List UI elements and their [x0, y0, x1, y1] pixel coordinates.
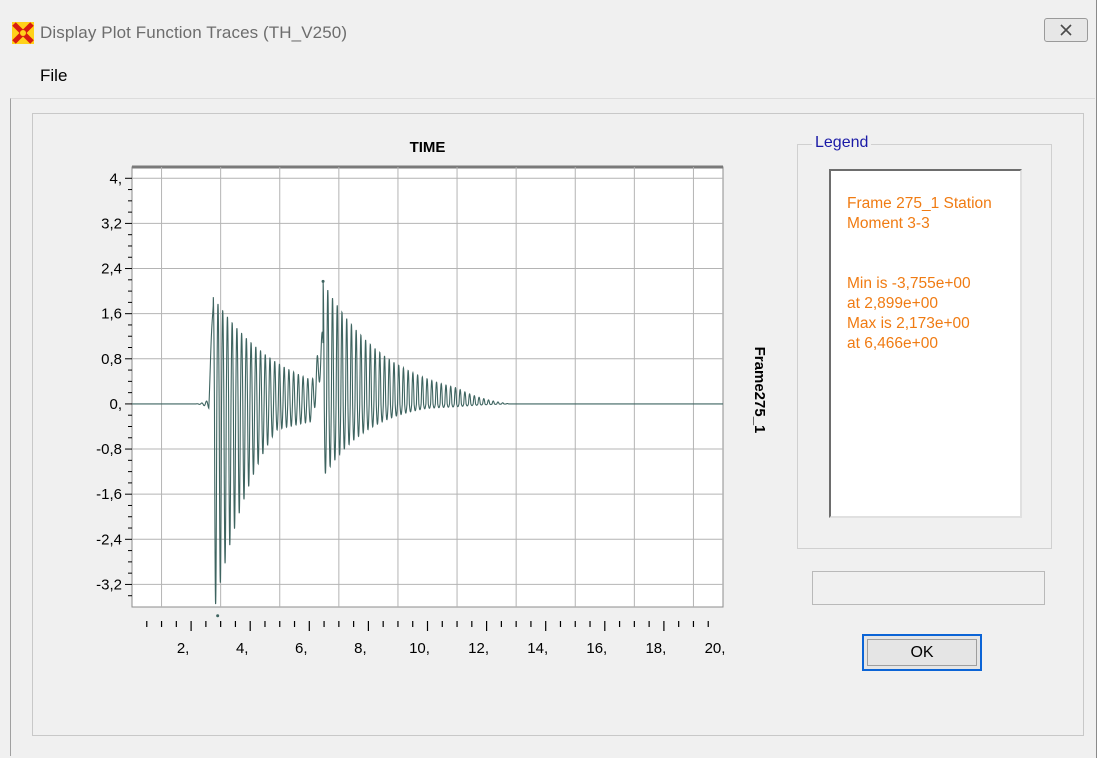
y-tick-label: 2,4 — [101, 261, 122, 278]
x-tick-label: 16, — [586, 640, 607, 657]
x-tick-label: 20, — [705, 640, 726, 657]
x-tick-label: 6, — [295, 640, 308, 657]
y-tick-label: 1,6 — [101, 306, 122, 323]
max-point — [321, 279, 325, 283]
y-axis-label: Frame275_1 — [751, 347, 768, 434]
menu-bar — [0, 58, 1096, 98]
y-tick-label: 0, — [109, 396, 122, 413]
legend-line-frame: Frame 275_1 Station — [847, 195, 992, 212]
x-tick-label: 8, — [354, 640, 367, 657]
chart-title: TIME — [410, 139, 446, 156]
min-point — [216, 614, 220, 618]
series-trace-line — [132, 282, 723, 605]
legend-line-max-at: at 6,466e+00 — [847, 335, 938, 352]
ok-button-label: OK — [910, 643, 934, 661]
x-tick-label: 2, — [177, 640, 190, 657]
y-tick-label: 0,8 — [101, 351, 122, 368]
x-tick-label: 12, — [468, 640, 489, 657]
y-tick-label: -3,2 — [96, 576, 122, 593]
legend-line-max: Max is 2,173e+00 — [847, 315, 970, 332]
y-tick-label: -1,6 — [96, 486, 122, 503]
legend-caption: Legend — [812, 134, 872, 152]
title-bar[interactable]: Display Plot Function Traces (TH_V250) — [0, 0, 1096, 58]
x-tick-label: 10, — [409, 640, 430, 657]
close-icon — [1060, 24, 1072, 36]
sap2000-x-icon — [12, 22, 34, 44]
ok-button[interactable]: OK — [862, 634, 982, 671]
close-button[interactable] — [1044, 18, 1088, 42]
legend-group — [797, 144, 1052, 549]
legend-line-min: Min is -3,755e+00 — [847, 275, 971, 292]
y-tick-label: -2,4 — [96, 531, 122, 548]
legend-line-min-at: at 2,899e+00 — [847, 295, 938, 312]
x-tick-label: 18, — [645, 640, 666, 657]
y-tick-label: -0,8 — [96, 441, 122, 458]
status-field — [812, 571, 1045, 605]
plot-panel — [32, 113, 1084, 736]
x-tick-label: 4, — [236, 640, 249, 657]
x-tick-label: 14, — [527, 640, 548, 657]
y-tick-label: 4, — [109, 170, 122, 187]
y-tick-label: 3,2 — [101, 215, 122, 232]
menu-file[interactable]: File — [40, 66, 68, 85]
legend-line-component: Moment 3-3 — [847, 215, 930, 232]
window-title: Display Plot Function Traces (TH_V250) — [40, 23, 348, 42]
ok-focus-rect — [867, 639, 977, 666]
legend-box: Frame 275_1 Station Moment 3-3 Min is -3… — [829, 169, 1022, 518]
